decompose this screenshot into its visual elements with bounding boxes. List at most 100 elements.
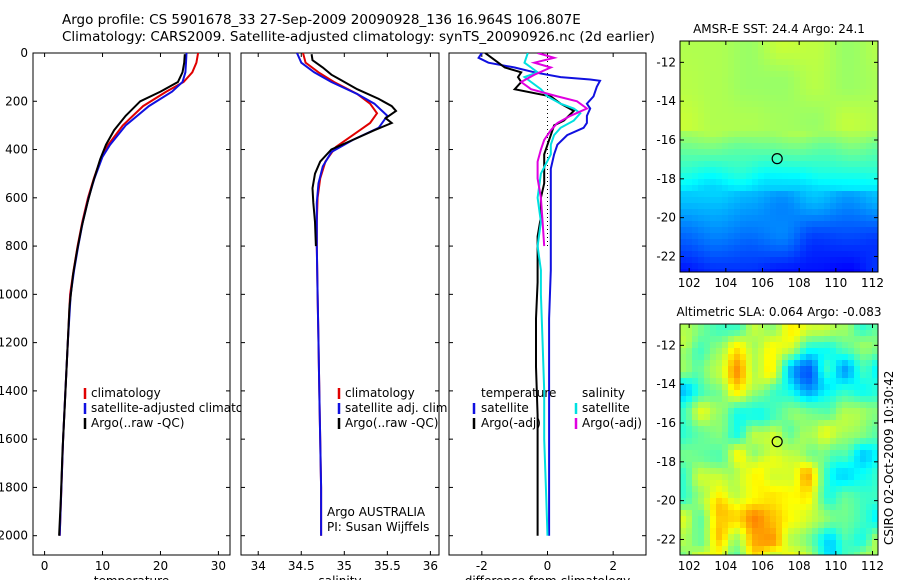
heatmap-cell (854, 354, 860, 360)
heatmap-cell (836, 257, 842, 263)
heatmap-cell (746, 450, 752, 456)
heatmap-cell (764, 396, 770, 402)
heatmap-cell (740, 239, 746, 245)
heatmap-cell (866, 426, 872, 432)
heatmap-cell (800, 125, 806, 131)
heatmap-cell (728, 414, 734, 420)
series-line-2 (296, 53, 389, 536)
y-tick-label: -12 (656, 55, 676, 69)
heatmap-cell (752, 59, 758, 65)
heatmap-cell (776, 227, 782, 233)
x-tick-label: 108 (788, 559, 811, 573)
heatmap-cell (830, 83, 836, 89)
heatmap-cell (806, 432, 812, 438)
heatmap-cell (854, 191, 860, 197)
heatmap-cell (806, 263, 812, 269)
heatmap-cell (770, 149, 776, 155)
heatmap-cell (788, 360, 794, 366)
heatmap-cell (842, 83, 848, 89)
heatmap-cell (872, 173, 878, 179)
heatmap-cell (788, 215, 794, 221)
heatmap-cell (716, 498, 722, 504)
heatmap-cell (728, 528, 734, 534)
heatmap-cell (866, 348, 872, 354)
heatmap-cell (854, 480, 860, 486)
heatmap-cell (812, 83, 818, 89)
heatmap-cell (872, 71, 878, 77)
heatmap-cell (692, 113, 698, 119)
heatmap-cell (866, 378, 872, 384)
heatmap-cell (806, 450, 812, 456)
heatmap-cell (734, 372, 740, 378)
heatmap-cell (710, 209, 716, 215)
heatmap-cell (722, 546, 728, 552)
heatmap-cell (740, 83, 746, 89)
heatmap-cell (716, 125, 722, 131)
heatmap-cell (812, 462, 818, 468)
heatmap-cell (734, 348, 740, 354)
heatmap-cell (686, 263, 692, 269)
heatmap-cell (746, 209, 752, 215)
heatmap-cell (698, 486, 704, 492)
heatmap-cell (818, 504, 824, 510)
heatmap-cell (716, 444, 722, 450)
heatmap-cell (794, 492, 800, 498)
heatmap-cell (848, 155, 854, 161)
heatmap-cell (824, 161, 830, 167)
heatmap-cell (680, 468, 686, 474)
heatmap-cell (746, 143, 752, 149)
heatmap-cell (746, 432, 752, 438)
heatmap-cell (698, 432, 704, 438)
heatmap-cell (836, 366, 842, 372)
heatmap-cell (818, 239, 824, 245)
side-stamp: CSIRO 02-Oct-2009 10:30:42 (882, 371, 896, 545)
heatmap-cell (758, 432, 764, 438)
heatmap-cell (776, 263, 782, 269)
heatmap-cell (680, 251, 686, 257)
heatmap-cell (734, 185, 740, 191)
heatmap-cell (734, 486, 740, 492)
heatmap-cell (872, 245, 878, 251)
heatmap-cell (860, 143, 866, 149)
heatmap-cell (836, 426, 842, 432)
heatmap-cell (752, 221, 758, 227)
plot-frame (240, 52, 440, 556)
heatmap-cell (842, 384, 848, 390)
heatmap-cell (818, 209, 824, 215)
heatmap-cell (710, 137, 716, 143)
heatmap-cell (716, 197, 722, 203)
heatmap-cell (818, 534, 824, 540)
heatmap-cell (806, 504, 812, 510)
heatmap-cell (806, 462, 812, 468)
heatmap-cell (752, 432, 758, 438)
heatmap-cell (698, 378, 704, 384)
heatmap-cell (734, 456, 740, 462)
heatmap-cell (740, 215, 746, 221)
heatmap-cell (710, 239, 716, 245)
heatmap-cell (764, 215, 770, 221)
heatmap-cell (770, 233, 776, 239)
heatmap-cell (824, 239, 830, 245)
heatmap-cell (728, 227, 734, 233)
heatmap-cell (836, 89, 842, 95)
heatmap-cell (776, 396, 782, 402)
heatmap-cell (854, 546, 860, 552)
heatmap-cell (860, 101, 866, 107)
heatmap-cell (704, 450, 710, 456)
y-tick-label: 1800 (0, 480, 28, 494)
heatmap-cell (704, 161, 710, 167)
heatmap-cell (758, 221, 764, 227)
heatmap-cell (836, 191, 842, 197)
heatmap-cell (758, 143, 764, 149)
heatmap-cell (860, 438, 866, 444)
heatmap-cell (824, 420, 830, 426)
heatmap-cell (740, 143, 746, 149)
heatmap-cell (770, 239, 776, 245)
heatmap-cell (860, 227, 866, 233)
heatmap-cell (818, 510, 824, 516)
heatmap-cell (812, 438, 818, 444)
heatmap-cell (740, 65, 746, 71)
heatmap-cell (836, 203, 842, 209)
heatmap-cell (680, 257, 686, 263)
heatmap-cell (764, 450, 770, 456)
